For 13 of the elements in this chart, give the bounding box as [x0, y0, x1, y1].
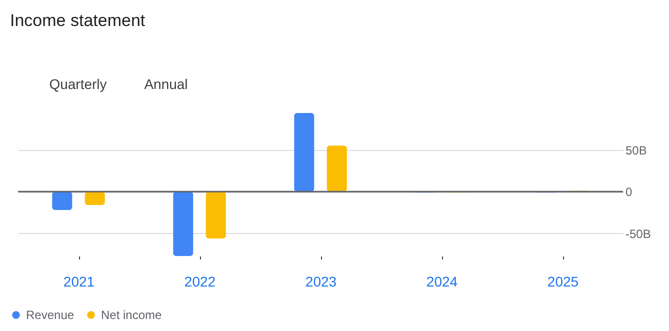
- chart-title: Income statement: [10, 11, 146, 30]
- y-tick-label: -50B: [626, 226, 651, 241]
- y-tick-label: 0: [626, 185, 632, 200]
- x-tick-label: 2022: [184, 274, 216, 290]
- x-tick-label: 2024: [426, 274, 458, 290]
- x-tick-label: 2021: [63, 274, 95, 290]
- y-tick-label: 50B: [626, 143, 647, 158]
- text: Annual: [144, 76, 188, 92]
- text: Quarterly: [49, 76, 107, 92]
- legend-label: Net income: [101, 308, 162, 322]
- x-tick-label: 2025: [547, 274, 579, 290]
- legend-label: Revenue: [26, 308, 74, 322]
- x-tick-label: 2023: [305, 274, 337, 290]
